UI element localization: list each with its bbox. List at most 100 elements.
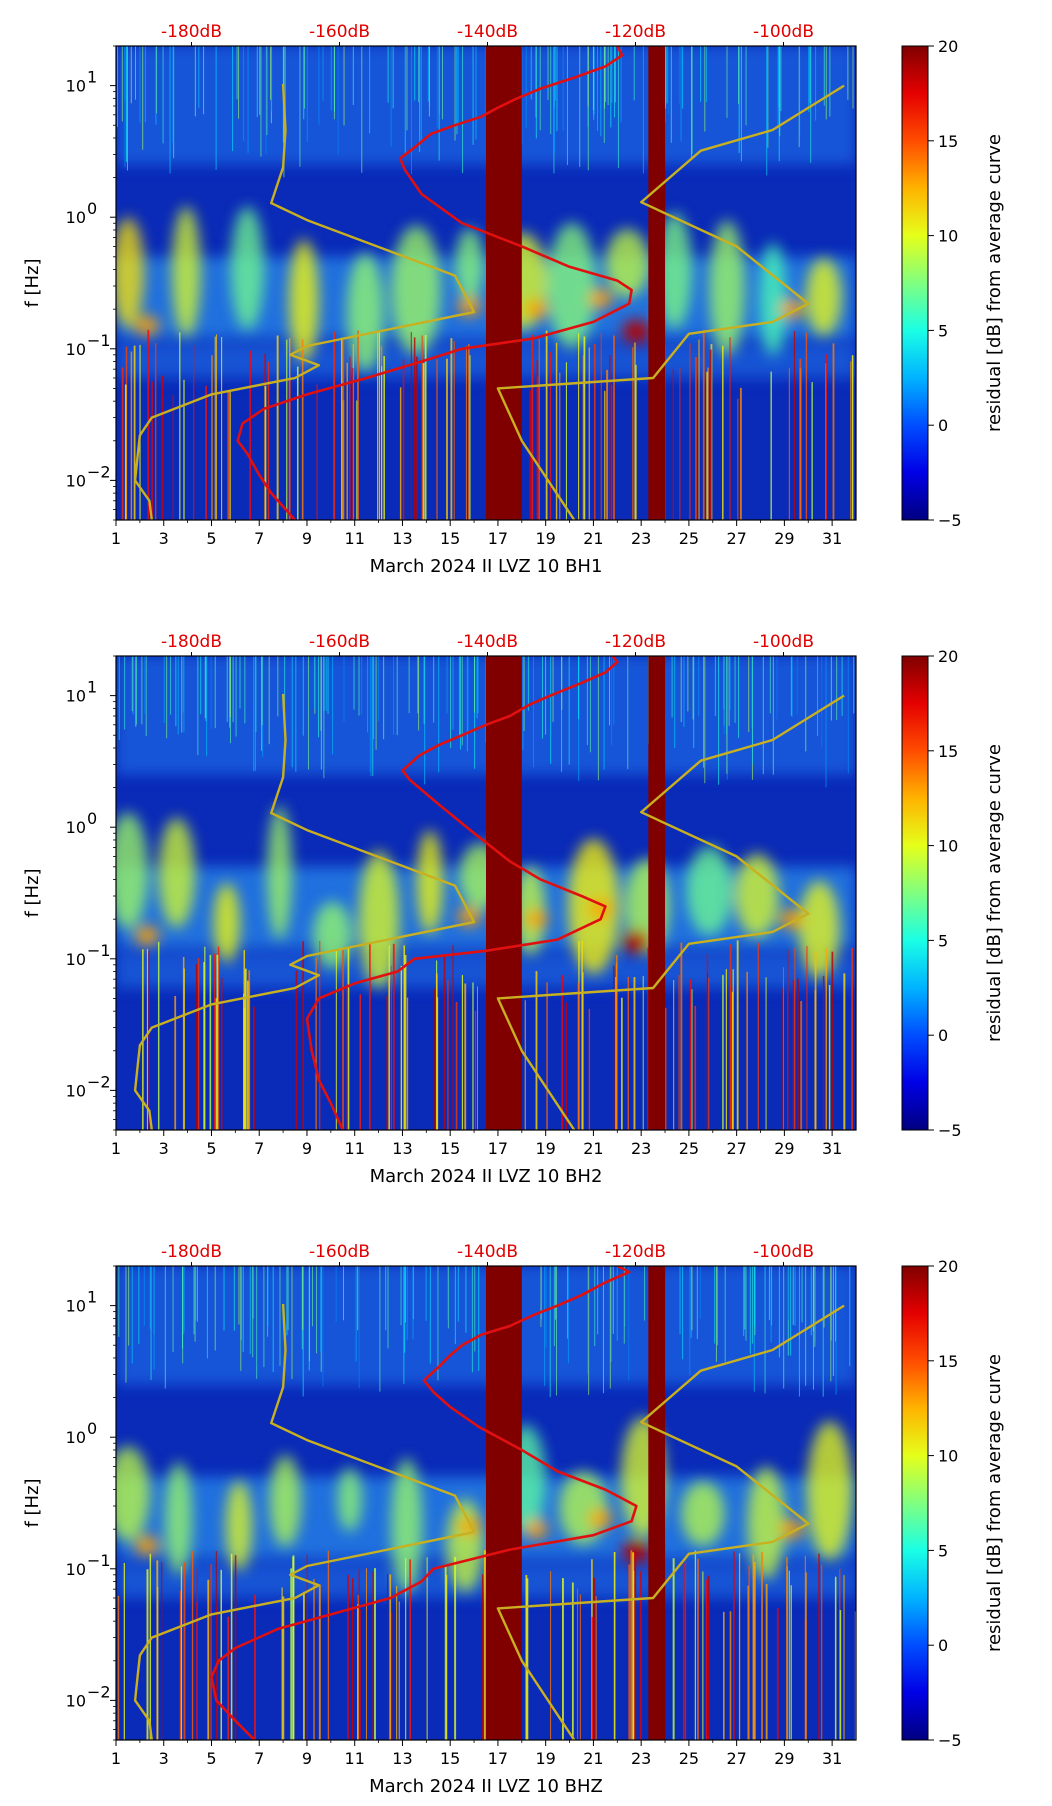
db-axis-label: -140dB bbox=[457, 632, 518, 652]
y-tick-exponent: −1 bbox=[87, 1551, 111, 1570]
db-axis-label: -120dB bbox=[605, 22, 666, 42]
storm-blob bbox=[213, 883, 241, 963]
x-tick-label: 15 bbox=[440, 1749, 460, 1768]
x-tick-label: 31 bbox=[822, 529, 842, 548]
colorbar-tick-label: 20 bbox=[938, 1257, 958, 1276]
data-gap-2 bbox=[648, 656, 666, 1130]
x-tick-label: 9 bbox=[302, 1139, 312, 1158]
x-tick-label: 17 bbox=[488, 1139, 508, 1158]
colorbar-label: residual [dB] from average curve bbox=[984, 744, 1005, 1042]
heatmap-transients bbox=[117, 1266, 856, 1740]
hot-spot bbox=[524, 299, 549, 320]
storm-blob bbox=[547, 222, 596, 349]
colorbar-tick-label: 15 bbox=[938, 132, 958, 151]
x-tick-label: 3 bbox=[159, 1139, 169, 1158]
hot-spot-max bbox=[622, 319, 651, 344]
y-tick-label: 10 bbox=[66, 1691, 86, 1710]
y-tick-exponent: −1 bbox=[87, 331, 111, 350]
y-tick-label: 10 bbox=[66, 950, 86, 969]
x-tick-label: 21 bbox=[583, 1749, 603, 1768]
colorbar-3: −5 0 5 10 15 20 residual [dB] from average cur… bbox=[901, 1257, 1005, 1750]
y-axis-label: f [Hz] bbox=[22, 258, 43, 307]
storm-blob bbox=[158, 817, 196, 929]
data-gap-1 bbox=[486, 1266, 522, 1740]
x-tick-label: 19 bbox=[535, 1139, 555, 1158]
x-tick-label: 25 bbox=[679, 1749, 699, 1768]
storm-blob bbox=[805, 258, 842, 336]
storm-blob bbox=[266, 805, 292, 940]
y-tick-exponent: 0 bbox=[87, 199, 97, 218]
x-tick-label: 19 bbox=[535, 1749, 555, 1768]
plot-frame bbox=[115, 1265, 857, 1741]
colorbar-tick-label: 20 bbox=[938, 647, 958, 666]
nlnm-curve bbox=[133, 83, 476, 520]
storm-blob bbox=[230, 206, 265, 331]
colorbar-tick-label: 10 bbox=[938, 837, 958, 856]
x-tick-label: 31 bbox=[822, 1139, 842, 1158]
db-axis-label: -120dB bbox=[605, 632, 666, 652]
nhnm-curve bbox=[496, 84, 845, 520]
colorbar-gradient bbox=[901, 45, 929, 521]
storm-blob bbox=[798, 880, 840, 978]
x-tick-label: 9 bbox=[302, 529, 312, 548]
hot-spot bbox=[457, 1516, 482, 1537]
x-tick-label: 17 bbox=[488, 529, 508, 548]
colorbar-tick-label: 5 bbox=[938, 1541, 948, 1560]
x-tick-label: 7 bbox=[254, 529, 264, 548]
colorbar-tick-label: 5 bbox=[938, 321, 948, 340]
storm-blob bbox=[225, 1480, 253, 1571]
colorbar-tick-label: −5 bbox=[938, 1731, 962, 1750]
y-tick-exponent: −2 bbox=[87, 1072, 111, 1091]
y-tick-exponent: 1 bbox=[87, 68, 97, 87]
x-tick-label: 23 bbox=[631, 529, 651, 548]
hot-spot bbox=[457, 296, 482, 317]
colorbar-gradient bbox=[901, 655, 929, 1131]
x-tick-label: 11 bbox=[345, 1749, 365, 1768]
x-axis-label: March 2024 II LVZ 10 BH2 bbox=[370, 1166, 603, 1187]
y-tick-exponent: −1 bbox=[87, 941, 111, 960]
y-tick-label: 10 bbox=[66, 687, 86, 706]
y-tick-exponent: 1 bbox=[87, 678, 97, 697]
db-axis-label: -140dB bbox=[457, 1242, 518, 1262]
storm-blob bbox=[391, 225, 441, 356]
colorbar-tick-label: 5 bbox=[938, 931, 948, 950]
x-tick-label: 1 bbox=[111, 1749, 121, 1768]
mean-psd-curve bbox=[236, 46, 633, 520]
y-tick-label: 10 bbox=[66, 1297, 86, 1316]
storm-blob bbox=[337, 1467, 362, 1532]
hot-spot bbox=[457, 906, 482, 927]
plot-area-2 bbox=[116, 656, 856, 1130]
storm-blob bbox=[455, 228, 484, 301]
hot-spot bbox=[588, 288, 613, 309]
x-tick-label: 25 bbox=[679, 529, 699, 548]
storm-blob bbox=[747, 1466, 786, 1580]
nlnm-curve bbox=[133, 693, 476, 1130]
x-tick-label: 15 bbox=[440, 529, 460, 548]
db-axis-label: -180dB bbox=[161, 22, 222, 42]
x-tick-label: 27 bbox=[726, 529, 746, 548]
plot-frame bbox=[115, 45, 857, 521]
db-axis-label: -100dB bbox=[753, 22, 814, 42]
x-tick-label: 25 bbox=[679, 1139, 699, 1158]
colorbar-2: −5 0 5 10 15 20 residual [dB] from average cur… bbox=[901, 647, 1005, 1140]
storm-blob bbox=[759, 242, 787, 356]
data-gap-2 bbox=[648, 46, 666, 520]
hot-spot bbox=[135, 925, 160, 946]
y-tick-exponent: 0 bbox=[87, 809, 97, 828]
x-tick-label: 15 bbox=[440, 1139, 460, 1158]
storm-blob bbox=[656, 212, 693, 329]
colorbar-gradient bbox=[901, 1265, 929, 1741]
x-tick-label: 17 bbox=[488, 1749, 508, 1768]
storm-blob bbox=[165, 1461, 193, 1576]
y-axis-label: f [Hz] bbox=[22, 1478, 43, 1527]
y-tick-label: 10 bbox=[66, 340, 86, 359]
y-tick-exponent: −2 bbox=[87, 462, 111, 481]
heatmap-blobs bbox=[116, 206, 842, 372]
storm-blob bbox=[806, 1421, 853, 1560]
colorbar-tick-label: −5 bbox=[938, 1121, 962, 1140]
colorbar-tick-label: −5 bbox=[938, 511, 962, 530]
